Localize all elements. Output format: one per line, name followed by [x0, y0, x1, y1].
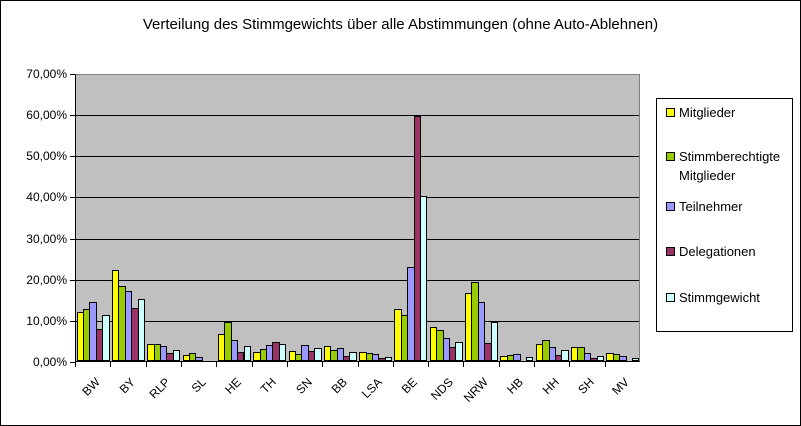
- bar-stimmgewicht-rlp: [172, 350, 181, 361]
- bar-stimmgewicht-lsa: [384, 357, 393, 361]
- y-tick-label: 20,00%: [26, 272, 67, 287]
- legend-label: Stimmgewicht: [679, 290, 760, 305]
- bar-stimmgewicht-mv: [631, 357, 640, 361]
- legend-label: Mitglieder: [679, 105, 736, 120]
- x-tick: [110, 362, 112, 367]
- x-tick: [357, 362, 359, 367]
- bar-teilnehmer-mv: [619, 355, 627, 361]
- gridline: [76, 238, 639, 240]
- gridline: [76, 115, 639, 117]
- gridline: [76, 279, 639, 281]
- y-tick: [70, 238, 75, 240]
- x-tick: [604, 362, 606, 367]
- bar-stimmgewicht-bb: [349, 352, 357, 361]
- bar-teilnehmer-hh: [548, 346, 556, 361]
- gridline: [76, 197, 639, 199]
- y-tick: [70, 320, 75, 322]
- bar-stimmgewicht-sh: [596, 356, 605, 361]
- x-tick: [463, 362, 465, 367]
- bar-teilnehmer-nrw: [477, 302, 486, 361]
- x-tick: [428, 362, 430, 367]
- x-tick: [251, 362, 253, 367]
- x-tick: [392, 362, 394, 367]
- bar-stimmberechtigte-mitglieder-sl: [188, 353, 197, 361]
- y-tick-label: 30,00%: [26, 231, 67, 246]
- legend-label: Stimmberechtigte Mitglieder: [679, 149, 781, 183]
- y-tick-label: 60,00%: [26, 108, 67, 123]
- bar-stimmgewicht-nds: [455, 341, 463, 361]
- bar-teilnehmer-he: [230, 339, 239, 361]
- x-tick: [180, 362, 182, 367]
- y-tick-label: 10,00%: [26, 313, 67, 328]
- legend-swatch: [666, 202, 675, 211]
- chart-title: Verteilung des Stimmgewichts über alle A…: [142, 16, 659, 33]
- gridline: [76, 156, 639, 158]
- y-tick-label: 40,00%: [26, 190, 67, 205]
- bar-teilnehmer-sh: [583, 353, 592, 361]
- bar-teilnehmer-sl: [195, 357, 203, 361]
- gridline: [76, 320, 639, 322]
- y-tick: [70, 156, 75, 158]
- legend-label: Teilnehmer: [679, 199, 743, 214]
- bar-teilnehmer-bb: [336, 348, 345, 361]
- bar-stimmgewicht-hb: [526, 357, 534, 361]
- x-tick: [216, 362, 218, 367]
- legend-swatch: [666, 108, 675, 117]
- bar-stimmgewicht-by: [137, 299, 145, 361]
- legend-swatch: [666, 293, 675, 302]
- y-tick-label: 50,00%: [26, 149, 67, 164]
- legend: Mitglieder Stimmberechtigte Mitglieder Teil…: [656, 98, 793, 332]
- x-tick: [534, 362, 536, 367]
- bar-stimmgewicht-hh: [561, 350, 569, 361]
- x-tick: [286, 362, 288, 367]
- bar-teilnehmer-lsa: [371, 354, 380, 361]
- bar-stimmgewicht-be: [420, 195, 428, 361]
- y-tick: [70, 115, 75, 117]
- legend-label: Delegationen: [679, 244, 756, 259]
- x-tick: [498, 362, 500, 367]
- bar-stimmgewicht-th: [278, 343, 287, 361]
- bar-stimmgewicht-bw: [102, 315, 110, 361]
- bar-teilnehmer-hb: [513, 354, 521, 361]
- plot-area: [75, 74, 640, 362]
- legend-swatch: [666, 152, 675, 161]
- x-tick: [569, 362, 571, 367]
- bar-stimmgewicht-nrw: [490, 322, 499, 361]
- y-tick: [70, 74, 75, 75]
- x-tick: [75, 362, 76, 367]
- y-tick: [70, 279, 75, 281]
- y-tick: [70, 362, 75, 363]
- y-tick-label: 70,00%: [26, 67, 67, 81]
- legend-swatch: [666, 247, 675, 256]
- y-tick-label: 0,00%: [32, 355, 67, 369]
- x-tick: [145, 362, 147, 367]
- x-tick: [322, 362, 324, 367]
- bar-stimmgewicht-sn: [314, 348, 322, 361]
- y-tick: [70, 197, 75, 199]
- bar-stimmgewicht-he: [243, 346, 251, 361]
